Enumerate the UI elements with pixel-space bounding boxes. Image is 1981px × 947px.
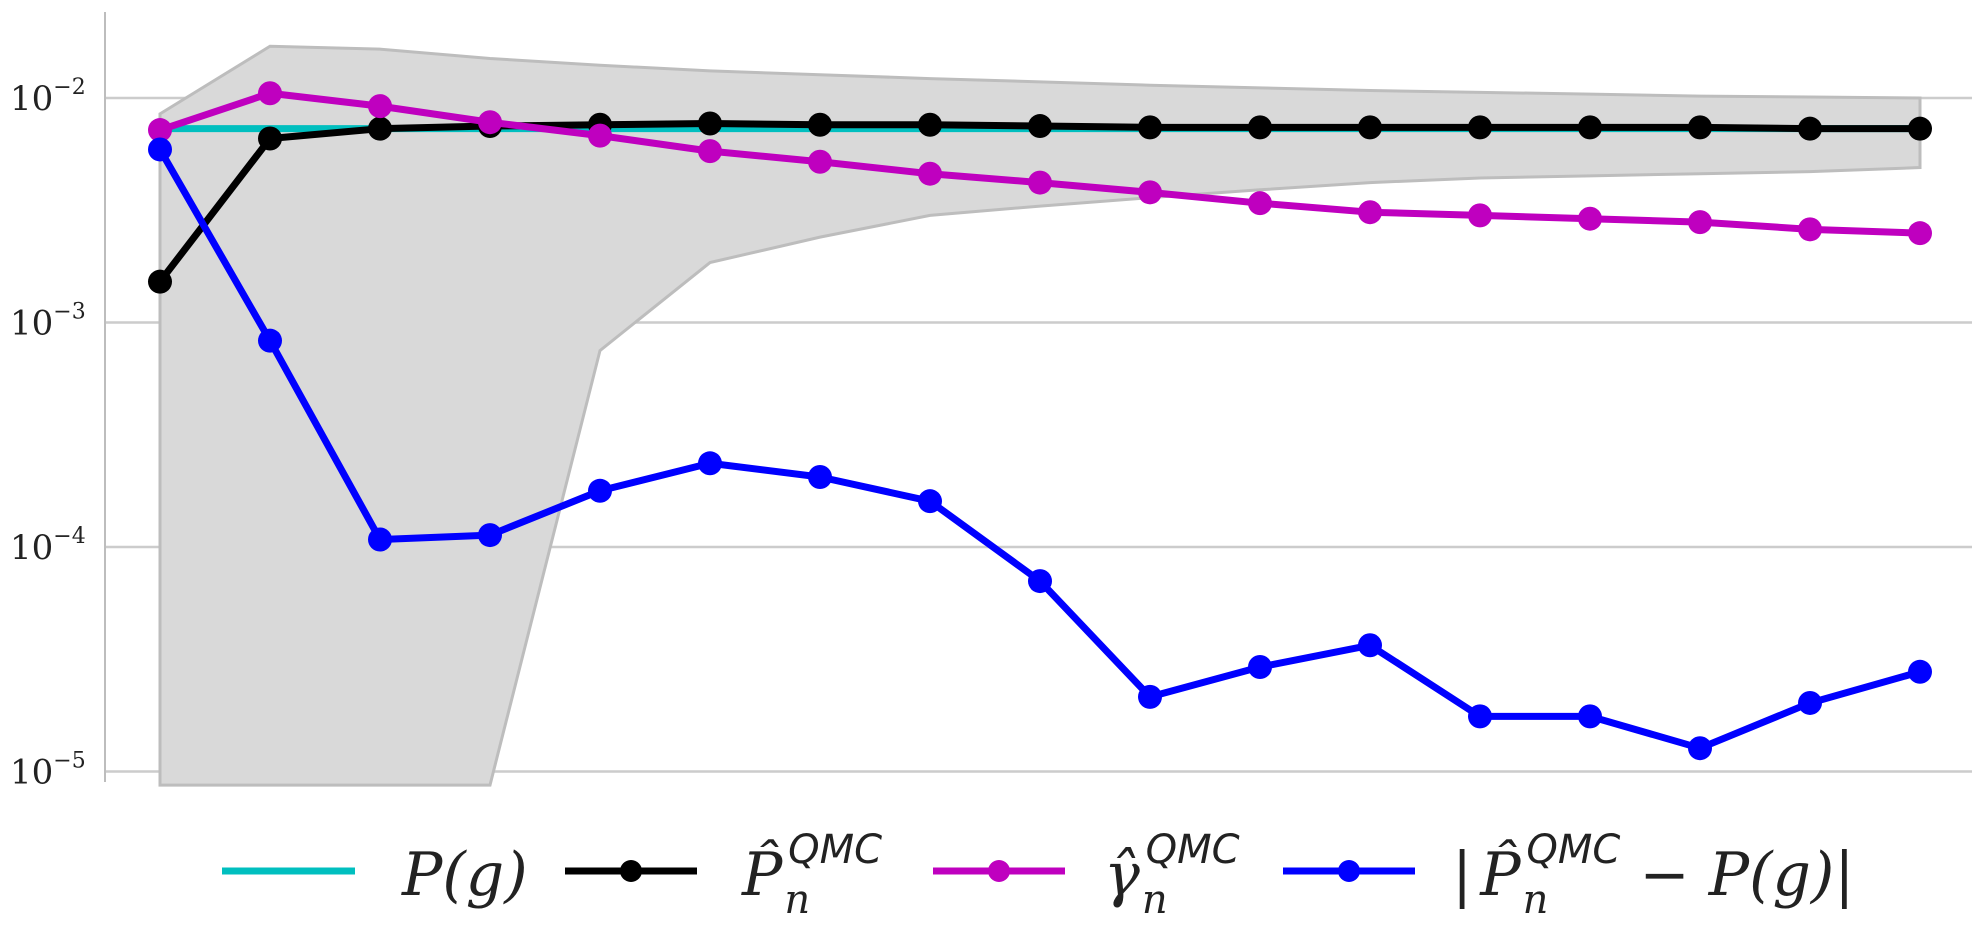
point-p_hat-15 (1798, 116, 1822, 141)
legend-entry-abs-err: | P̂nQMC − P(g)| (1283, 827, 1855, 923)
legend-label-abs-err: | P̂nQMC − P(g)| (1452, 827, 1855, 923)
point-abs_err-16 (1908, 659, 1932, 684)
point-p_hat-0 (148, 269, 172, 294)
point-gamma_hat-9 (1138, 180, 1162, 205)
point-abs_err-10 (1248, 655, 1272, 680)
point-p_hat-11 (1358, 115, 1382, 140)
point-p_hat-1 (258, 126, 282, 151)
legend-marker-abs-err (1338, 860, 1360, 882)
point-p_hat-7 (918, 112, 942, 137)
point-gamma_hat-5 (698, 139, 722, 164)
point-gamma_hat-7 (918, 161, 942, 186)
point-abs_err-4 (588, 478, 612, 503)
legend-label-p-g: P(g) (401, 840, 528, 910)
point-p_hat-13 (1578, 115, 1602, 140)
point-gamma_hat-16 (1908, 221, 1932, 246)
point-p_hat-8 (1028, 114, 1052, 139)
legend-entry-p-hat: P̂nQMC (565, 827, 882, 923)
point-p_hat-9 (1138, 115, 1162, 140)
point-gamma_hat-4 (588, 123, 612, 148)
point-abs_err-1 (258, 328, 282, 353)
point-abs_err-9 (1138, 684, 1162, 709)
point-gamma_hat-13 (1578, 206, 1602, 231)
legend-entry-gamma-hat: γ̂nQMC (933, 827, 1240, 923)
point-gamma_hat-15 (1798, 217, 1822, 242)
series-abs_err (148, 137, 1932, 761)
point-abs_err-5 (698, 451, 722, 476)
y-tick-label-0: 10−2 (10, 75, 86, 119)
point-abs_err-0 (148, 137, 172, 162)
point-p_hat-2 (368, 116, 392, 141)
y-tick-label-3: 10−5 (10, 749, 86, 793)
point-p_hat-16 (1908, 116, 1932, 141)
point-gamma_hat-8 (1028, 170, 1052, 195)
point-abs_err-2 (368, 527, 392, 552)
y-tick-label-2: 10−4 (10, 524, 86, 568)
confidence-band (158, 44, 1922, 787)
point-abs_err-13 (1578, 704, 1602, 729)
point-gamma_hat-10 (1248, 191, 1272, 216)
point-gamma_hat-3 (478, 110, 502, 135)
band-area (158, 44, 1922, 787)
point-abs_err-12 (1468, 704, 1492, 729)
point-abs_err-3 (478, 523, 502, 548)
point-abs_err-15 (1798, 690, 1822, 715)
series-gamma_hat (148, 81, 1932, 246)
point-gamma_hat-6 (808, 149, 832, 174)
point-abs_err-8 (1028, 569, 1052, 594)
legend-label-gamma-hat: γ̂nQMC (1104, 827, 1240, 923)
point-gamma_hat-0 (148, 118, 172, 143)
point-gamma_hat-12 (1468, 203, 1492, 228)
point-p_hat-14 (1688, 115, 1712, 140)
legend-marker-p-hat (620, 860, 642, 882)
legend-entry-p-g: P(g) (222, 840, 528, 910)
y-tick-labels: 10−2 10−3 10−4 10−5 (10, 75, 86, 793)
point-p_hat-6 (808, 112, 832, 137)
series (148, 81, 1932, 761)
point-p_hat-10 (1248, 115, 1272, 140)
legend: P(g) P̂nQMC γ̂nQMC | P̂nQMC − P(g)| (222, 827, 1855, 923)
point-abs_err-6 (808, 465, 832, 490)
point-abs_err-14 (1688, 736, 1712, 761)
point-gamma_hat-11 (1358, 200, 1382, 225)
point-p_hat-5 (698, 111, 722, 136)
point-gamma_hat-2 (368, 94, 392, 119)
y-tick-label-1: 10−3 (10, 300, 86, 344)
point-abs_err-11 (1358, 633, 1382, 658)
point-p_hat-12 (1468, 115, 1492, 140)
point-abs_err-7 (918, 489, 942, 514)
legend-label-p-hat: P̂nQMC (741, 827, 882, 923)
point-gamma_hat-14 (1688, 210, 1712, 235)
legend-marker-gamma-hat (988, 860, 1010, 882)
point-gamma_hat-1 (258, 81, 282, 106)
